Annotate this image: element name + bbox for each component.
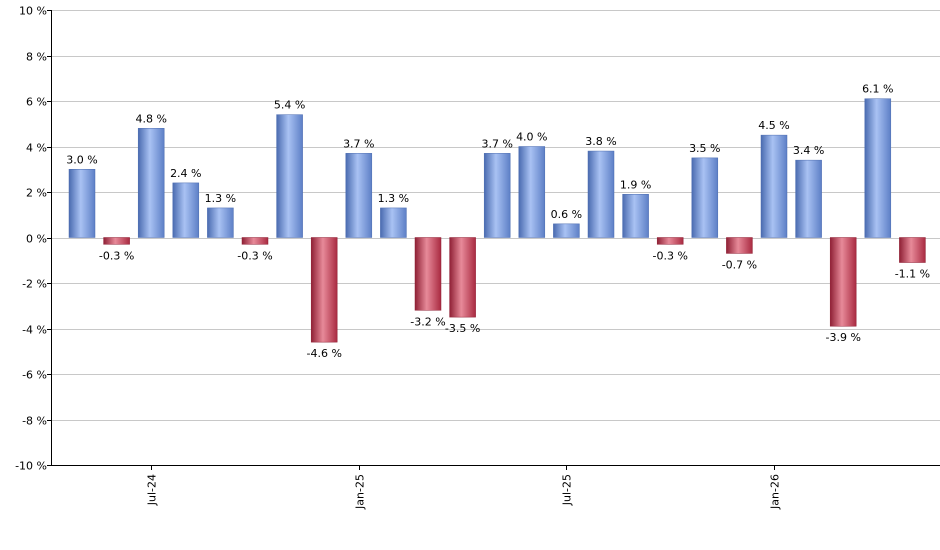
y-tick-label: 4 % xyxy=(26,142,47,155)
data-label: 0.6 % xyxy=(551,208,582,221)
bar xyxy=(587,150,615,238)
y-tick-label: 2 % xyxy=(26,187,47,200)
x-tick-label: Jan-25 xyxy=(354,474,367,510)
bar xyxy=(241,237,269,245)
bar xyxy=(172,182,200,238)
y-tick-label: 6 % xyxy=(26,96,47,109)
bar xyxy=(68,169,96,238)
x-tick-label: Jul-25 xyxy=(561,474,574,506)
bar xyxy=(310,237,338,343)
x-axis-ticks: Jul-24 Jan-25 Jul-25 Jan-26 xyxy=(146,465,782,510)
data-label: -0.3 % xyxy=(652,249,687,262)
data-label: -3.9 % xyxy=(825,331,860,344)
bar xyxy=(449,237,476,318)
data-label: 3.4 % xyxy=(793,144,824,157)
bar xyxy=(553,223,580,238)
data-label: 4.5 % xyxy=(758,119,789,132)
bar xyxy=(414,237,442,311)
bar xyxy=(380,207,407,238)
data-label: 3.0 % xyxy=(66,153,97,166)
bar xyxy=(103,237,130,245)
bar xyxy=(726,237,753,254)
bar xyxy=(622,194,649,238)
y-tick-label: 0 % xyxy=(26,233,47,246)
y-tick-label: -8 % xyxy=(22,415,47,428)
bar xyxy=(829,237,857,327)
data-label: 1.3 % xyxy=(205,192,236,205)
data-label: 3.8 % xyxy=(585,135,616,148)
data-label: 5.4 % xyxy=(274,99,305,112)
y-tick-label: -10 % xyxy=(15,460,47,473)
data-labels: 3.0 % -0.3 % 4.8 % 2.4 % 1.3 % -0.3 % 5.4 % -4.… xyxy=(66,83,930,360)
data-label: -4.6 % xyxy=(306,347,341,360)
bar xyxy=(137,128,165,238)
data-label: 4.0 % xyxy=(516,131,547,144)
data-label: 3.5 % xyxy=(689,142,720,155)
y-axis-ticks: 10 % 8 % 6 % 4 % 2 % 0 % -2 % -4 % -6 % -8 % -10 % xyxy=(15,5,51,473)
x-tick-label: Jan-26 xyxy=(769,474,782,510)
data-label: 4.8 % xyxy=(135,112,166,125)
bar xyxy=(899,237,926,263)
x-tick-label: Jul-24 xyxy=(146,474,159,506)
y-tick-label: -2 % xyxy=(22,278,47,291)
data-label: 1.9 % xyxy=(620,178,651,191)
gridlines xyxy=(51,10,940,466)
data-label: 3.7 % xyxy=(343,137,374,150)
data-label: 3.7 % xyxy=(481,137,512,150)
data-label: -0.3 % xyxy=(237,249,272,262)
bar xyxy=(656,237,684,245)
bar xyxy=(276,114,303,238)
data-label: 6.1 % xyxy=(862,83,893,96)
bar xyxy=(483,153,511,238)
y-tick-label: 8 % xyxy=(26,51,47,64)
axes xyxy=(51,10,940,466)
bar xyxy=(207,207,234,238)
data-label: -3.5 % xyxy=(445,322,480,335)
bar xyxy=(345,153,373,238)
data-label: -3.2 % xyxy=(410,315,445,328)
data-label: -1.1 % xyxy=(895,268,930,281)
data-label: -0.7 % xyxy=(722,258,757,271)
y-tick-label: -4 % xyxy=(22,324,47,337)
y-tick-label: -6 % xyxy=(22,369,47,382)
y-tick-label: 10 % xyxy=(19,5,47,18)
data-label: 2.4 % xyxy=(170,167,201,180)
bars xyxy=(68,98,926,343)
bar xyxy=(760,134,788,238)
bar xyxy=(691,157,719,238)
data-label: -0.3 % xyxy=(99,249,134,262)
bar xyxy=(518,146,546,238)
bar xyxy=(864,98,892,238)
bar xyxy=(795,159,822,238)
data-label: 1.3 % xyxy=(378,192,409,205)
